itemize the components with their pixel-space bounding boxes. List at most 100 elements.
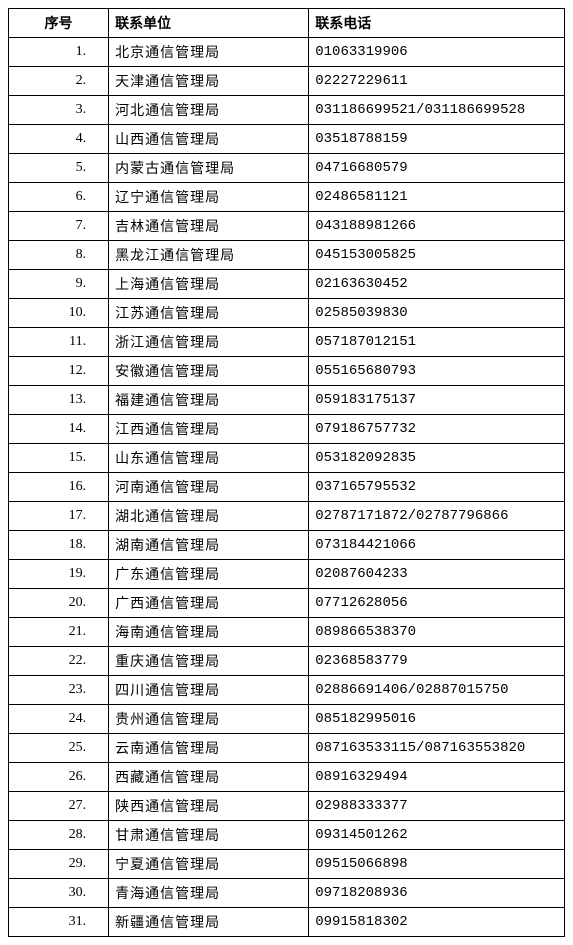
cell-org: 重庆通信管理局: [109, 647, 309, 676]
cell-index: 8.: [9, 241, 109, 270]
table-row: 12.安徽通信管理局055165680793: [9, 357, 565, 386]
cell-phone: 053182092835: [309, 444, 565, 473]
cell-index: 13.: [9, 386, 109, 415]
cell-index: 29.: [9, 850, 109, 879]
cell-org: 安徽通信管理局: [109, 357, 309, 386]
cell-org: 河北通信管理局: [109, 96, 309, 125]
cell-org: 湖北通信管理局: [109, 502, 309, 531]
cell-org: 江苏通信管理局: [109, 299, 309, 328]
cell-org: 吉林通信管理局: [109, 212, 309, 241]
table-row: 11.浙江通信管理局057187012151: [9, 328, 565, 357]
cell-org: 西藏通信管理局: [109, 763, 309, 792]
cell-phone: 02087604233: [309, 560, 565, 589]
cell-phone: 02486581121: [309, 183, 565, 212]
table-row: 9.上海通信管理局02163630452: [9, 270, 565, 299]
cell-phone: 08916329494: [309, 763, 565, 792]
cell-index: 7.: [9, 212, 109, 241]
cell-index: 31.: [9, 908, 109, 937]
cell-phone: 045153005825: [309, 241, 565, 270]
table-row: 31.新疆通信管理局09915818302: [9, 908, 565, 937]
table-row: 26.西藏通信管理局08916329494: [9, 763, 565, 792]
cell-phone: 09515066898: [309, 850, 565, 879]
cell-phone: 057187012151: [309, 328, 565, 357]
contact-table: 序号 联系单位 联系电话 1.北京通信管理局010633199062.天津通信管…: [8, 8, 565, 937]
cell-org: 四川通信管理局: [109, 676, 309, 705]
table-row: 24.贵州通信管理局085182995016: [9, 705, 565, 734]
table-row: 4.山西通信管理局03518788159: [9, 125, 565, 154]
cell-org: 云南通信管理局: [109, 734, 309, 763]
table-header-row: 序号 联系单位 联系电话: [9, 9, 565, 38]
cell-org: 黑龙江通信管理局: [109, 241, 309, 270]
cell-org: 广东通信管理局: [109, 560, 309, 589]
cell-index: 1.: [9, 38, 109, 67]
cell-index: 15.: [9, 444, 109, 473]
cell-phone: 085182995016: [309, 705, 565, 734]
cell-index: 9.: [9, 270, 109, 299]
table-row: 5.内蒙古通信管理局04716680579: [9, 154, 565, 183]
cell-phone: 073184421066: [309, 531, 565, 560]
table-row: 30.青海通信管理局09718208936: [9, 879, 565, 908]
col-header-phone: 联系电话: [309, 9, 565, 38]
cell-index: 3.: [9, 96, 109, 125]
cell-index: 24.: [9, 705, 109, 734]
cell-org: 甘肃通信管理局: [109, 821, 309, 850]
col-header-org: 联系单位: [109, 9, 309, 38]
table-row: 17.湖北通信管理局02787171872/02787796866: [9, 502, 565, 531]
table-row: 27.陕西通信管理局02988333377: [9, 792, 565, 821]
cell-phone: 02787171872/02787796866: [309, 502, 565, 531]
cell-index: 6.: [9, 183, 109, 212]
cell-phone: 07712628056: [309, 589, 565, 618]
cell-index: 10.: [9, 299, 109, 328]
cell-org: 广西通信管理局: [109, 589, 309, 618]
cell-org: 湖南通信管理局: [109, 531, 309, 560]
cell-phone: 01063319906: [309, 38, 565, 67]
cell-phone: 09718208936: [309, 879, 565, 908]
table-row: 16.河南通信管理局037165795532: [9, 473, 565, 502]
table-row: 25.云南通信管理局087163533115/087163553820: [9, 734, 565, 763]
cell-index: 19.: [9, 560, 109, 589]
cell-org: 内蒙古通信管理局: [109, 154, 309, 183]
cell-org: 福建通信管理局: [109, 386, 309, 415]
cell-phone: 031186699521/031186699528: [309, 96, 565, 125]
cell-phone: 02988333377: [309, 792, 565, 821]
cell-org: 河南通信管理局: [109, 473, 309, 502]
cell-phone: 079186757732: [309, 415, 565, 444]
table-row: 1.北京通信管理局01063319906: [9, 38, 565, 67]
cell-index: 30.: [9, 879, 109, 908]
table-row: 2.天津通信管理局02227229611: [9, 67, 565, 96]
table-row: 15.山东通信管理局053182092835: [9, 444, 565, 473]
cell-phone: 09915818302: [309, 908, 565, 937]
cell-index: 17.: [9, 502, 109, 531]
table-row: 18.湖南通信管理局073184421066: [9, 531, 565, 560]
table-row: 13.福建通信管理局059183175137: [9, 386, 565, 415]
cell-index: 2.: [9, 67, 109, 96]
cell-index: 28.: [9, 821, 109, 850]
cell-org: 贵州通信管理局: [109, 705, 309, 734]
cell-org: 江西通信管理局: [109, 415, 309, 444]
cell-phone: 055165680793: [309, 357, 565, 386]
table-row: 3.河北通信管理局031186699521/031186699528: [9, 96, 565, 125]
table-row: 14.江西通信管理局079186757732: [9, 415, 565, 444]
table-row: 6.辽宁通信管理局02486581121: [9, 183, 565, 212]
cell-phone: 059183175137: [309, 386, 565, 415]
cell-org: 新疆通信管理局: [109, 908, 309, 937]
cell-org: 北京通信管理局: [109, 38, 309, 67]
cell-index: 14.: [9, 415, 109, 444]
cell-index: 27.: [9, 792, 109, 821]
cell-index: 21.: [9, 618, 109, 647]
cell-index: 23.: [9, 676, 109, 705]
table-row: 22.重庆通信管理局02368583779: [9, 647, 565, 676]
cell-phone: 02227229611: [309, 67, 565, 96]
cell-org: 海南通信管理局: [109, 618, 309, 647]
cell-index: 5.: [9, 154, 109, 183]
cell-phone: 089866538370: [309, 618, 565, 647]
cell-index: 18.: [9, 531, 109, 560]
cell-index: 22.: [9, 647, 109, 676]
cell-phone: 02585039830: [309, 299, 565, 328]
cell-org: 山东通信管理局: [109, 444, 309, 473]
cell-phone: 02368583779: [309, 647, 565, 676]
cell-index: 11.: [9, 328, 109, 357]
table-row: 21.海南通信管理局089866538370: [9, 618, 565, 647]
table-row: 10.江苏通信管理局02585039830: [9, 299, 565, 328]
cell-phone: 02163630452: [309, 270, 565, 299]
